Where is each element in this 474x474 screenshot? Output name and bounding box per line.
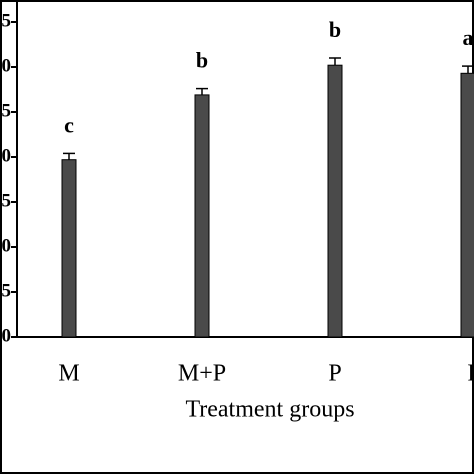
y-tick-label: 0: [2, 55, 12, 76]
bar: [327, 64, 343, 338]
y-tick-label: 5: [2, 190, 12, 211]
y-tick-label: 5: [2, 280, 12, 301]
y-tick-label: 0: [2, 325, 12, 346]
y-tick-label: 0: [2, 145, 12, 166]
bar: [194, 94, 210, 338]
significance-label: a: [463, 25, 474, 50]
y-tick-label: 5: [2, 10, 12, 31]
bar: [460, 72, 474, 338]
significance-label: b: [196, 48, 208, 73]
y-tick-label: 5: [2, 100, 12, 121]
x-tick-label: P: [467, 361, 474, 387]
significance-label: b: [329, 17, 341, 42]
x-tick-label: M: [58, 361, 79, 387]
x-axis-title: Treatment groups: [185, 397, 354, 423]
significance-label: c: [64, 112, 74, 137]
x-tick-label: P: [328, 361, 341, 387]
bar: [61, 159, 77, 338]
y-tick-label: 0: [2, 235, 12, 256]
x-tick-label: M+P: [178, 361, 226, 387]
